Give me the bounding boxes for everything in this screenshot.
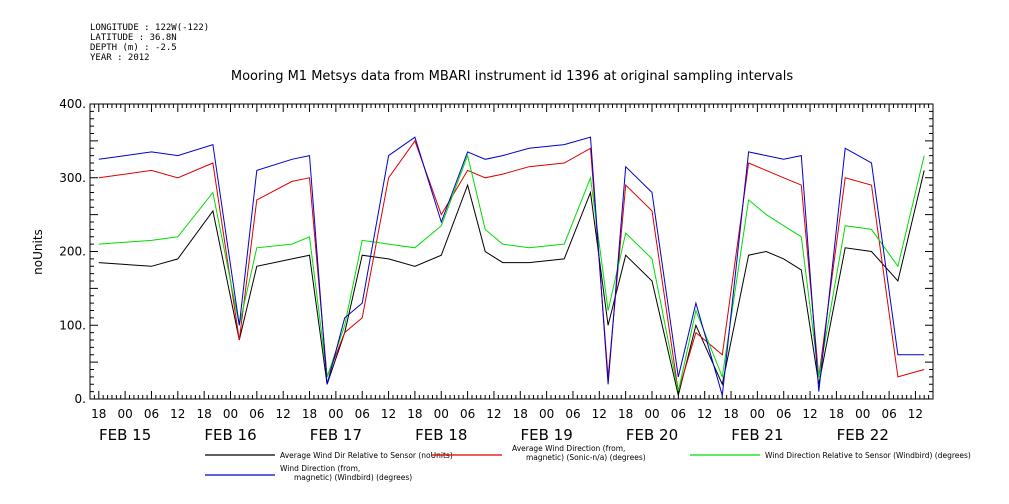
x-hour-label: 06	[565, 407, 580, 421]
x-hour-label: 00	[855, 407, 870, 421]
x-hour-label: 12	[276, 407, 291, 421]
x-hour-label: 12	[802, 407, 817, 421]
x-hour-label: 18	[513, 407, 528, 421]
x-hour-label: 12	[908, 407, 923, 421]
plot-frame	[89, 103, 934, 400]
x-hour-label: 06	[881, 407, 896, 421]
axes: 0. 100. 200. 300. 400. 18 00 06 12 18 00 06 12 18 00 06…	[59, 97, 934, 444]
y-axis-label: noUnits	[31, 229, 45, 275]
x-hour-label: 12	[170, 407, 185, 421]
y-tick-label: 0.	[75, 392, 86, 406]
x-hour-label: 12	[486, 407, 501, 421]
x-hour-label: 12	[697, 407, 712, 421]
x-date-label: FEB 21	[731, 426, 783, 444]
meta-depth: DEPTH (m) : -2.5	[90, 43, 177, 53]
x-hour-label: 00	[117, 407, 132, 421]
x-hour-label: 00	[539, 407, 554, 421]
x-hour-label: 12	[381, 407, 396, 421]
x-hour-label: 00	[434, 407, 449, 421]
x-hour-label: 00	[750, 407, 765, 421]
x-hour-label: 18	[197, 407, 212, 421]
x-hour-label: 18	[302, 407, 317, 421]
x-hour-label: 18	[618, 407, 633, 421]
x-date-label: FEB 20	[626, 426, 678, 444]
x-hour-label: 12	[592, 407, 607, 421]
chart-title: Mooring M1 Metsys data from MBARI instru…	[231, 69, 793, 84]
x-hour-label: 06	[460, 407, 475, 421]
x-date-label: FEB 17	[310, 426, 362, 444]
meta-block: LONGITUDE : 122W(-122) LATITUDE : 36.8N …	[90, 23, 209, 63]
x-hour-label: 18	[829, 407, 844, 421]
x-date-label: FEB 19	[520, 426, 572, 444]
series-line-1	[98, 170, 925, 396]
x-hour-label: 06	[355, 407, 370, 421]
x-hour-label: 00	[223, 407, 238, 421]
legend-label-4: Wind Direction (from, magnetic) (Windbird…	[280, 464, 412, 482]
series-line-4	[98, 136, 925, 396]
x-date-label: FEB 22	[837, 426, 889, 444]
y-tick-label: 100.	[59, 318, 86, 332]
x-hour-label: 18	[91, 407, 106, 421]
plot-lines	[98, 136, 925, 396]
x-date-label: FEB 16	[204, 426, 256, 444]
x-hour-label: 18	[723, 407, 738, 421]
legend: Average Wind Dir Relative to Sensor (noU…	[205, 444, 971, 482]
y-tick-label: 300.	[59, 171, 86, 185]
meta-latitude: LATITUDE : 36.8N	[90, 33, 177, 43]
x-hour-label: 06	[144, 407, 159, 421]
x-hour-label: 00	[644, 407, 659, 421]
legend-label-2: Average Wind Direction (from, magnetic) (…	[512, 444, 646, 462]
meta-year: YEAR : 2012	[90, 53, 150, 63]
y-tick-label: 400.	[59, 97, 86, 111]
legend-label-3: Wind Direction Relative to Sensor (Windb…	[765, 451, 971, 460]
x-hour-label: 06	[671, 407, 686, 421]
x-hour-label: 06	[249, 407, 264, 421]
series-line-3	[98, 153, 925, 392]
x-hour-label: 00	[328, 407, 343, 421]
x-date-label: FEB 15	[99, 426, 151, 444]
x-hour-label: 18	[407, 407, 422, 421]
series-line-2	[98, 139, 925, 392]
y-tick-label: 200.	[59, 245, 86, 259]
legend-label-1: Average Wind Dir Relative to Sensor (noU…	[280, 451, 453, 460]
x-hour-label: 06	[776, 407, 791, 421]
meta-longitude: LONGITUDE : 122W(-122)	[90, 23, 209, 33]
x-date-label: FEB 18	[415, 426, 467, 444]
